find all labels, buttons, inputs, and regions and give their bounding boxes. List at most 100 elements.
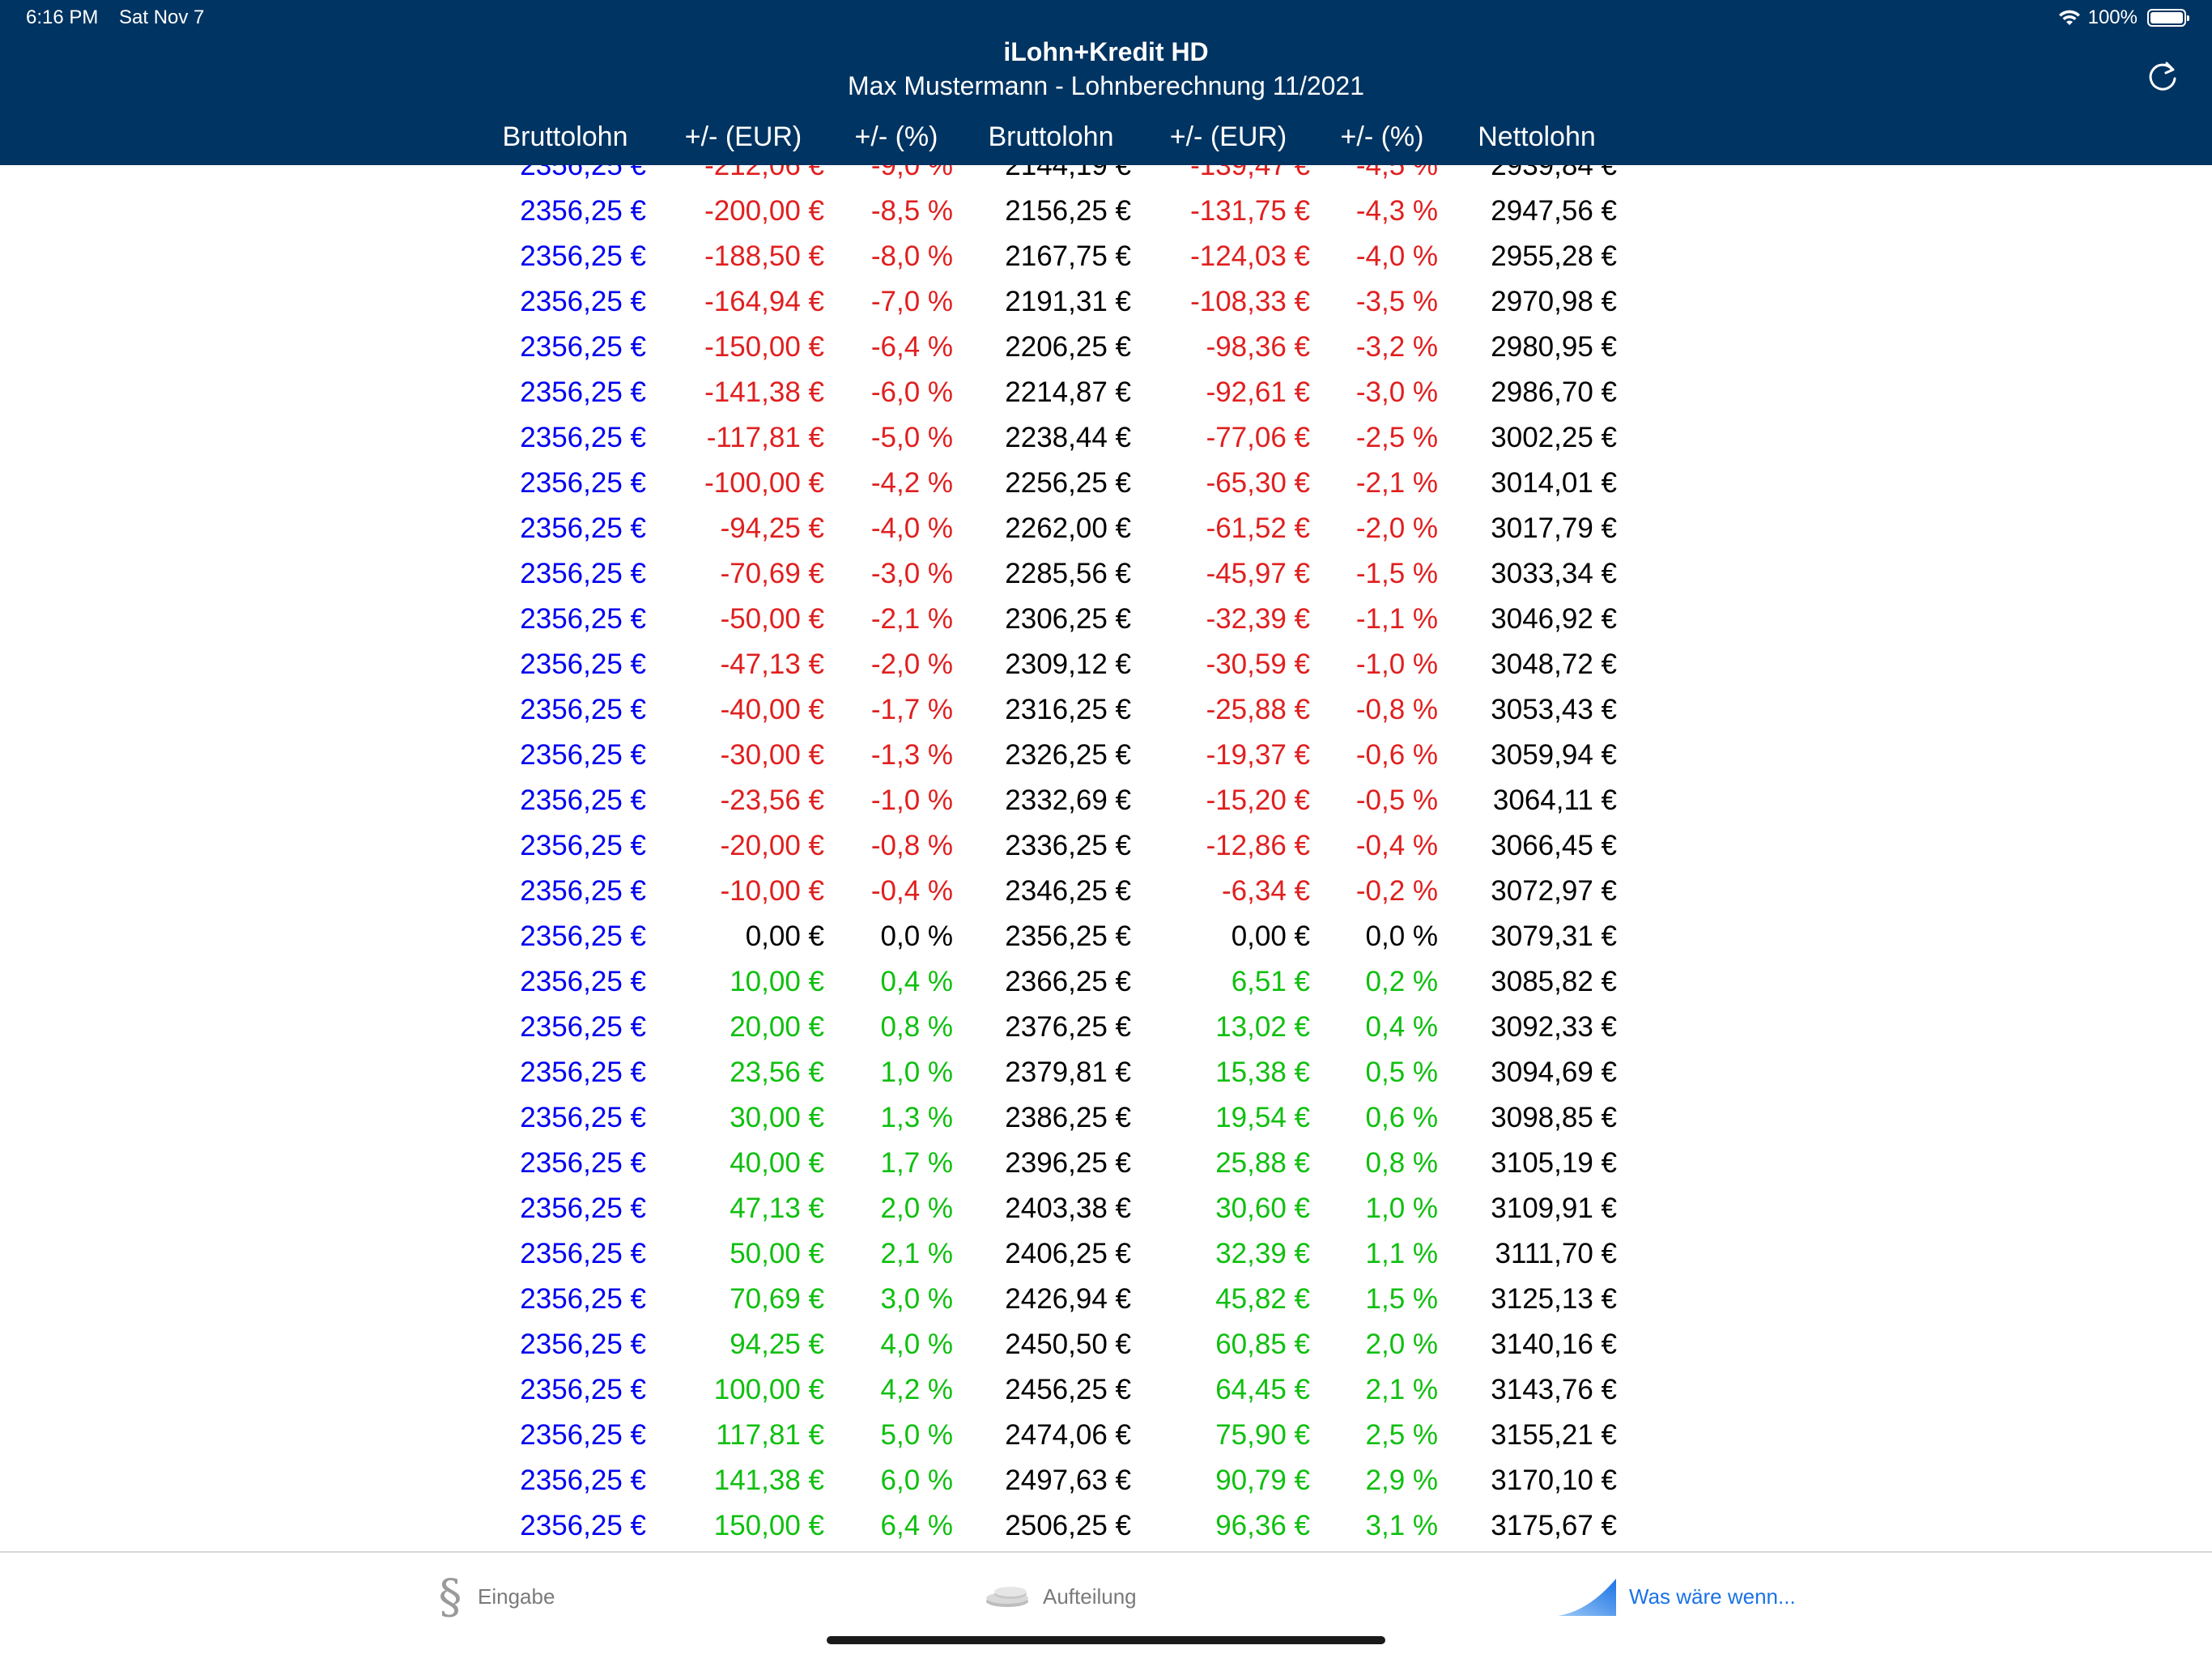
table-row: 2356,25 € -70,69 € -3,0 % 2285,56 € -45,97 €…: [0, 551, 2212, 596]
cell-net-change-pct: -1,0 %: [1355, 648, 1438, 680]
cell-change-pct: -6,4 %: [870, 331, 953, 363]
cell-brutto-base: 2356,25 €: [520, 1510, 646, 1541]
cell-netto: 2947,56 €: [1491, 195, 1617, 227]
cell-change-pct: -4,2 %: [870, 467, 953, 499]
cell-brutto-base: 2356,25 €: [520, 1283, 646, 1315]
cell-net-change-eur: -15,20 €: [1206, 784, 1310, 816]
cell-netto: 3046,92 €: [1491, 603, 1617, 635]
cell-change-eur: -50,00 €: [720, 603, 824, 635]
column-header-netto: Nettolohn: [1478, 121, 1596, 152]
cell-net-change-eur: -92,61 €: [1206, 376, 1310, 408]
cell-change-pct: -1,7 %: [870, 694, 953, 725]
column-headers: Bruttolohn +/- (EUR) +/- (%) Bruttolohn …: [0, 121, 2212, 157]
table-row: 2356,25 € 47,13 € 2,0 % 2403,38 € 30,60 € 1,0…: [0, 1185, 2212, 1231]
paragraph-icon: §: [438, 1569, 462, 1624]
cell-net-change-pct: -4,3 %: [1355, 195, 1438, 227]
cell-change-eur: 141,38 €: [713, 1465, 824, 1496]
cell-net-change-pct: 1,1 %: [1365, 1238, 1439, 1269]
cell-netto: 3079,31 €: [1491, 920, 1617, 952]
cell-brutto-new: 2191,31 €: [1005, 286, 1131, 317]
cell-change-eur: 10,00 €: [730, 966, 824, 997]
cell-netto: 3125,13 €: [1491, 1283, 1617, 1315]
cell-net-change-pct: -2,1 %: [1355, 467, 1438, 499]
cell-change-pct: 2,1 %: [880, 1238, 954, 1269]
tab-eingabe[interactable]: § Eingabe: [434, 1569, 555, 1624]
wifi-icon: [2058, 10, 2080, 25]
cell-brutto-new: 2336,25 €: [1005, 830, 1131, 861]
table-row: 2356,25 € 30,00 € 1,3 % 2386,25 € 19,54 € 0,6…: [0, 1095, 2212, 1140]
cell-brutto-base: 2356,25 €: [520, 376, 646, 408]
status-time: 6:16 PM: [26, 6, 99, 28]
cell-change-eur: -23,56 €: [720, 784, 824, 816]
cell-change-pct: 6,4 %: [880, 1510, 954, 1541]
table-row: 2356,25 € -141,38 € -6,0 % 2214,87 € -92,61 …: [0, 369, 2212, 414]
cell-change-eur: 94,25 €: [730, 1329, 824, 1360]
cell-change-eur: -117,81 €: [706, 422, 824, 453]
cell-brutto-base: 2356,25 €: [520, 694, 646, 725]
cell-brutto-base: 2356,25 €: [520, 286, 646, 317]
cell-change-eur: -10,00 €: [720, 875, 824, 907]
cell-netto: 3111,70 €: [1495, 1238, 1617, 1269]
table-row: 2356,25 € 150,00 € 6,4 % 2506,25 € 96,36 € 3,…: [0, 1503, 2212, 1548]
cell-brutto-new: 2144,19 €: [1005, 165, 1131, 181]
cell-brutto-new: 2376,25 €: [1005, 1011, 1131, 1043]
cell-brutto-base: 2356,25 €: [520, 920, 646, 952]
cell-change-eur: 150,00 €: [713, 1510, 824, 1541]
cell-brutto-base: 2356,25 €: [520, 512, 646, 544]
cell-change-eur: -100,00 €: [704, 467, 824, 499]
cell-net-change-pct: 2,9 %: [1365, 1465, 1439, 1496]
cell-net-change-eur: 13,02 €: [1215, 1011, 1310, 1043]
cell-brutto-new: 2262,00 €: [1005, 512, 1131, 544]
cell-brutto-base: 2356,25 €: [520, 240, 646, 272]
cell-brutto-base: 2356,25 €: [520, 966, 646, 997]
cell-brutto-base: 2356,25 €: [520, 875, 646, 907]
comparison-table[interactable]: 2356,25 € -212,06 € -9,0 % 2144,19 € -139,47…: [0, 165, 2212, 1551]
table-row: 2356,25 € -20,00 € -0,8 % 2336,25 € -12,86 €…: [0, 823, 2212, 868]
cell-brutto-base: 2356,25 €: [520, 1374, 646, 1405]
cell-brutto-new: 2396,25 €: [1005, 1147, 1131, 1179]
cell-brutto-new: 2256,25 €: [1005, 467, 1131, 499]
cell-netto: 3140,16 €: [1491, 1329, 1617, 1360]
cell-brutto-new: 2456,25 €: [1005, 1374, 1131, 1405]
cell-brutto-new: 2309,12 €: [1005, 648, 1131, 680]
tab-aufteilung[interactable]: Aufteilung: [983, 1574, 1137, 1619]
table-row: 2356,25 € -50,00 € -2,1 % 2306,25 € -32,39 €…: [0, 596, 2212, 641]
cell-netto: 2970,98 €: [1491, 286, 1617, 317]
battery-icon: [2147, 9, 2189, 27]
cell-brutto-base: 2356,25 €: [520, 1102, 646, 1133]
cell-net-change-pct: -1,5 %: [1355, 558, 1438, 589]
table-row: 2356,25 € -47,13 € -2,0 % 2309,12 € -30,59 €…: [0, 641, 2212, 687]
table-row: 2356,25 € 23,56 € 1,0 % 2379,81 € 15,38 € 0,5…: [0, 1049, 2212, 1095]
cell-netto: 3053,43 €: [1491, 694, 1617, 725]
cell-change-eur: -212,06 €: [704, 165, 824, 181]
cell-change-pct: -7,0 %: [870, 286, 953, 317]
cell-change-pct: -8,5 %: [870, 195, 953, 227]
cell-netto: 3105,19 €: [1491, 1147, 1617, 1179]
cell-change-pct: -1,3 %: [870, 739, 953, 771]
tab-was-waere-wenn[interactable]: Was wäre wenn...: [1556, 1574, 1796, 1619]
cell-brutto-new: 2506,25 €: [1005, 1510, 1131, 1541]
cell-net-change-pct: -0,4 %: [1355, 830, 1438, 861]
cell-brutto-new: 2403,38 €: [1005, 1192, 1131, 1224]
cell-change-pct: -6,0 %: [870, 376, 953, 408]
cell-net-change-pct: -0,8 %: [1355, 694, 1438, 725]
app-subtitle: Max Mustermann - Lohnberechnung 11/2021: [847, 71, 1365, 100]
cell-net-change-pct: 0,2 %: [1365, 966, 1439, 997]
cell-netto: 3092,33 €: [1491, 1011, 1617, 1043]
cell-brutto-base: 2356,25 €: [520, 1238, 646, 1269]
table-row: 2356,25 € -117,81 € -5,0 % 2238,44 € -77,06 …: [0, 414, 2212, 460]
cell-brutto-new: 2406,25 €: [1005, 1238, 1131, 1269]
cell-brutto-new: 2497,63 €: [1005, 1465, 1131, 1496]
table-row: 2356,25 € 94,25 € 4,0 % 2450,50 € 60,85 € 2,0…: [0, 1321, 2212, 1367]
cell-change-eur: 23,56 €: [730, 1056, 824, 1088]
cell-brutto-base: 2356,25 €: [520, 830, 646, 861]
cell-net-change-eur: 15,38 €: [1215, 1056, 1310, 1088]
cell-net-change-pct: -3,2 %: [1355, 331, 1438, 363]
cell-net-change-pct: 0,8 %: [1365, 1147, 1439, 1179]
cell-brutto-new: 2326,25 €: [1005, 739, 1131, 771]
cell-change-eur: -164,94 €: [704, 286, 824, 317]
cell-netto: 3033,34 €: [1491, 558, 1617, 589]
refresh-icon[interactable]: [2144, 58, 2181, 96]
table-row: 2356,25 € 50,00 € 2,1 % 2406,25 € 32,39 € 1,1…: [0, 1231, 2212, 1276]
home-indicator[interactable]: [827, 1636, 1385, 1644]
